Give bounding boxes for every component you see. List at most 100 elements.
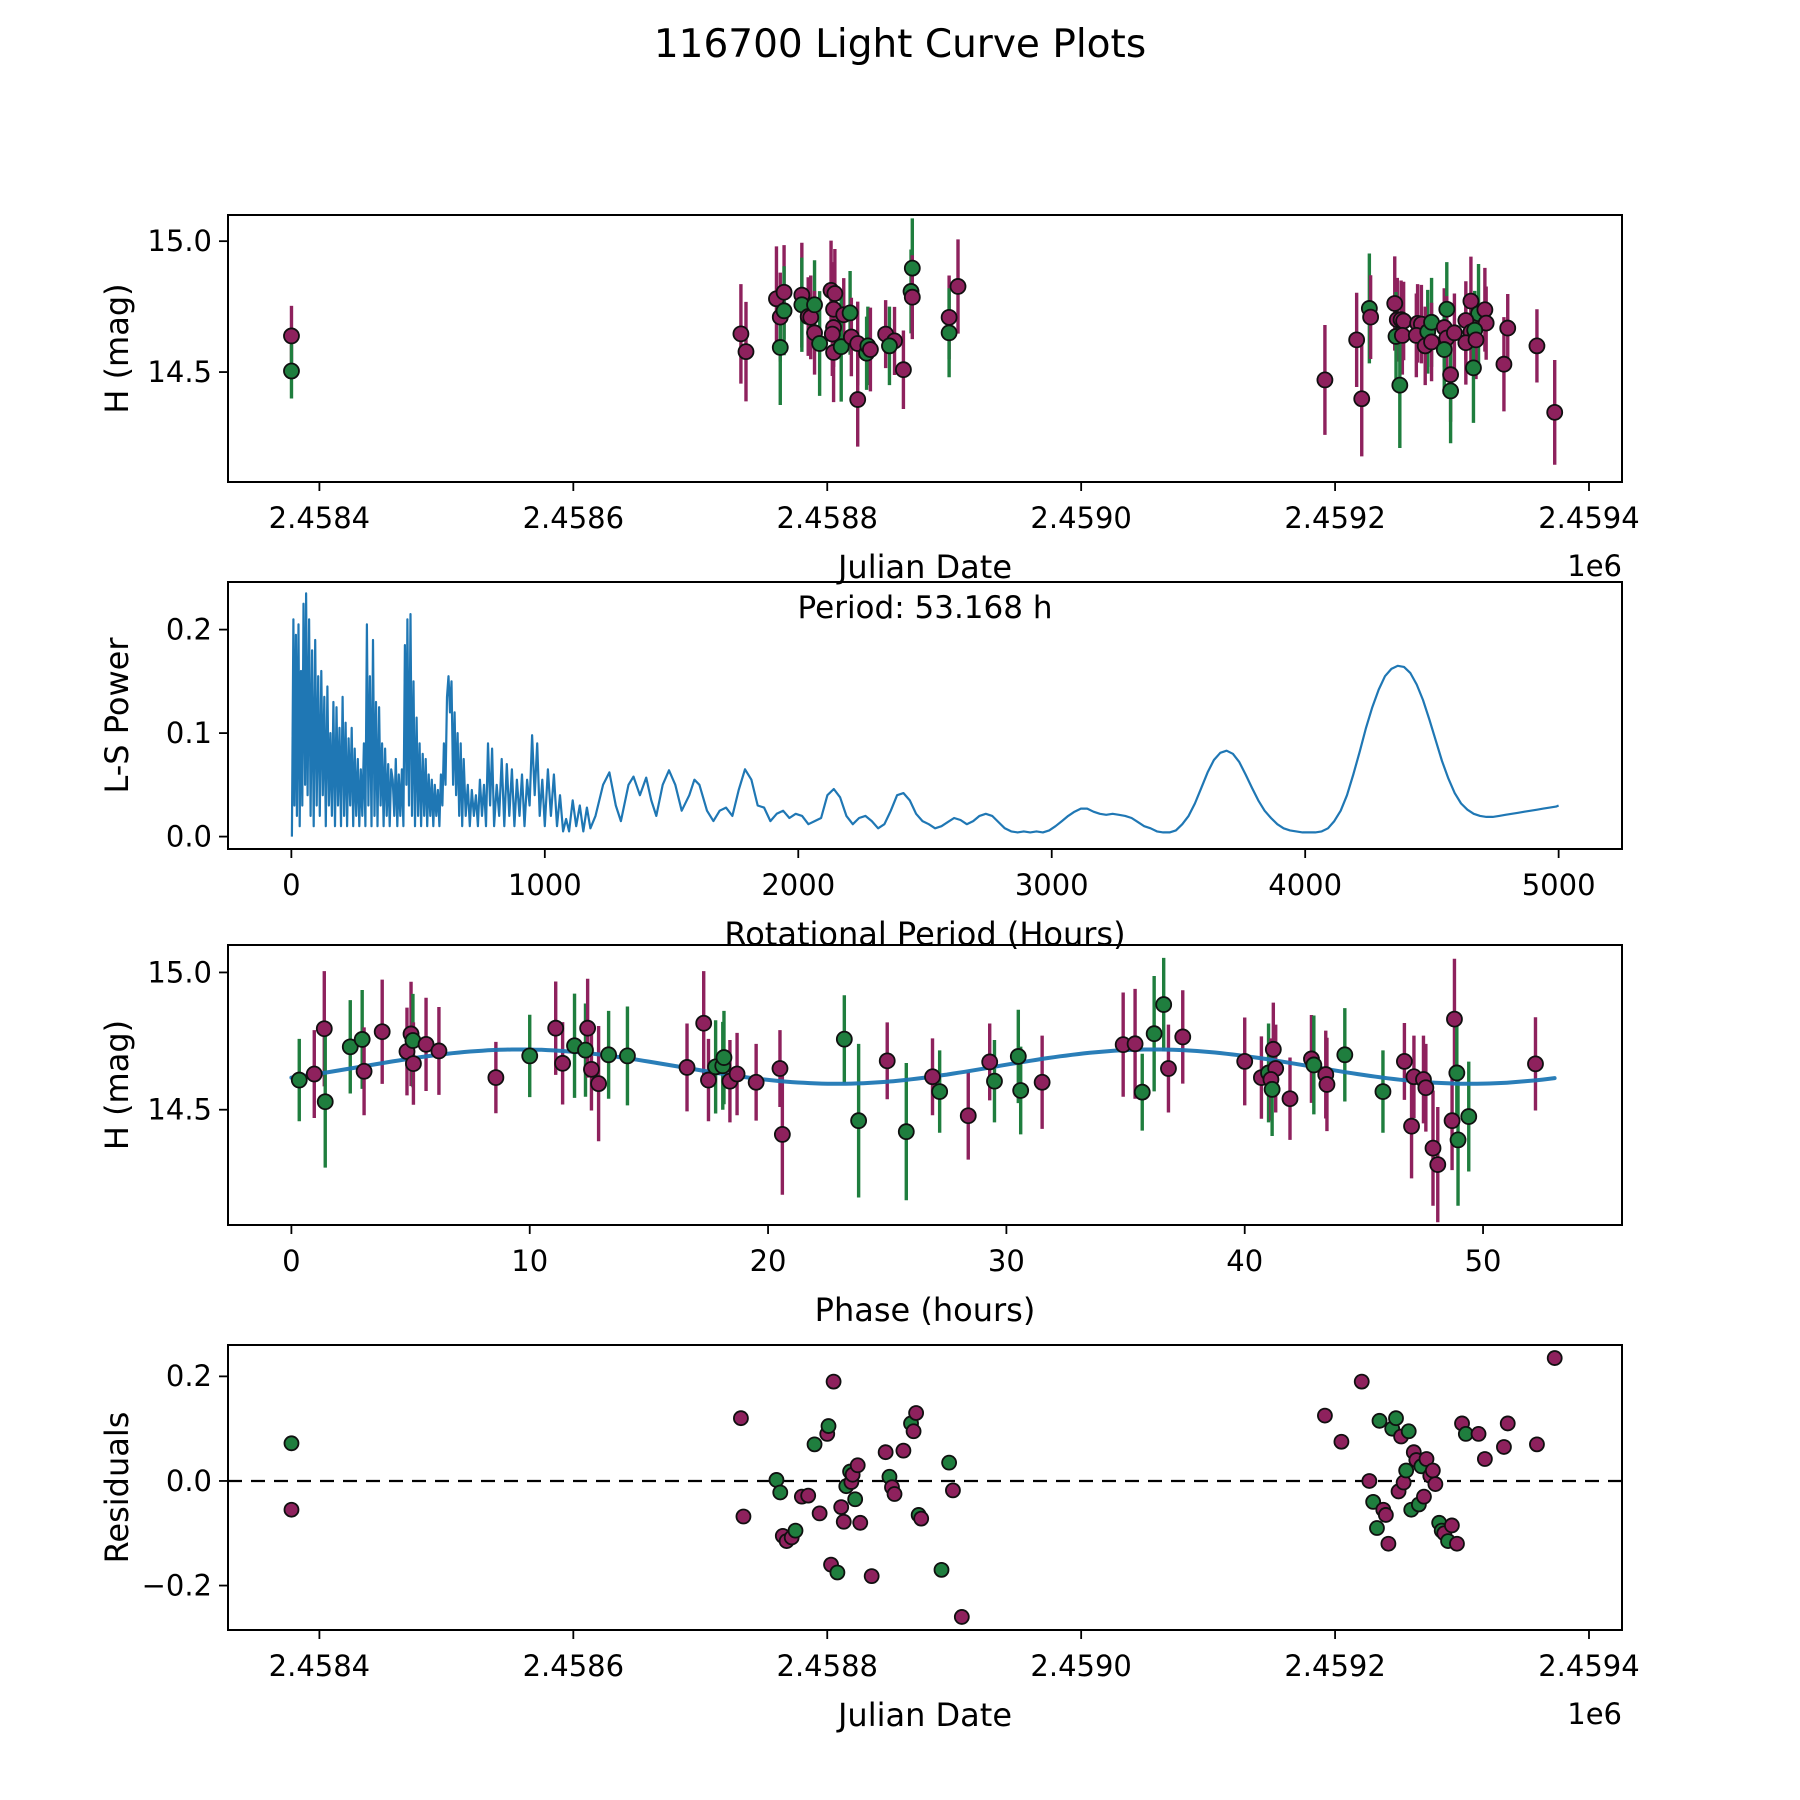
data-point [1546,1350,1563,1366]
data-point [1449,1535,1465,1552]
data-point [1403,1117,1420,1135]
data-point [877,1444,894,1461]
data-point [903,259,921,277]
data-point [878,1052,896,1070]
axes-frame [227,1344,1623,1631]
data-point [986,1072,1003,1090]
x-tick-label: 50 [1465,1244,1502,1278]
data-point [820,1418,837,1434]
x-tick-label: 4000 [1268,868,1342,902]
data-point [678,1059,696,1076]
data-point [1398,1462,1415,1479]
data-point [850,1112,868,1130]
data-point [315,1020,333,1038]
data-point [835,1030,853,1048]
x-tick-label: 2.4588 [777,501,878,535]
data-point [1417,1079,1435,1097]
data-point [1435,341,1453,358]
data-point [897,1123,915,1141]
y-tick-label: 14.5 [147,1093,212,1127]
data-point [732,325,750,343]
data-point [715,1049,733,1066]
data-point [1429,1156,1447,1174]
data-point [862,341,879,358]
data-point [1316,371,1334,389]
data-point [1467,331,1485,349]
data-point [908,1405,925,1421]
data-point [787,1522,804,1539]
data-point [1496,1439,1512,1455]
data-point [1423,333,1440,351]
x-tick-label: 2.4584 [269,501,370,535]
y-tick-label: 0.0 [166,1464,212,1498]
data-point [1546,403,1564,421]
data-point [353,1031,371,1048]
data-point [841,304,859,322]
data-point [283,327,300,345]
data-point [1365,1493,1382,1510]
fit-line [289,1047,1557,1086]
data-point [806,296,823,314]
data-point [852,1514,869,1531]
data-point [775,283,793,301]
x-tick-label: 2000 [761,868,835,902]
data-point [832,338,850,356]
y-tick-label: −0.2 [142,1568,212,1602]
data-point [283,1435,300,1452]
data-point [1462,292,1480,310]
data-point [895,1442,912,1459]
data-point [953,1609,970,1625]
data-point [619,1047,636,1065]
data-point [1361,1473,1378,1489]
data-point [1174,1028,1192,1046]
periodogram-line [290,592,1560,837]
data-point [895,361,912,379]
data-point [886,1486,903,1502]
data-point [579,1019,597,1037]
x-axis-label: Rotational Period (Hours) [724,915,1125,953]
data-point [1527,1055,1544,1073]
data-point [728,1065,746,1083]
x-tick-label: 2.4590 [1030,1649,1131,1683]
y-axis-label: H (mag) [98,283,136,413]
data-point [583,1060,600,1078]
x-tick-label: 2.4592 [1284,1649,1385,1683]
data-point [931,1083,949,1100]
data-point [913,1510,930,1527]
x-tick-label: 2.4586 [523,1649,624,1683]
x-tick-label: 0 [282,1244,300,1278]
y-tick-label: 0.2 [166,1359,212,1393]
data-point [355,1062,373,1080]
data-point [487,1069,505,1086]
data-point [959,1107,977,1125]
data-point [811,335,829,352]
data-point [373,1023,391,1041]
x-tick-label: 2.4594 [1538,501,1639,535]
data-point [521,1047,539,1065]
data-point [1371,1412,1388,1429]
axes-frame [227,214,1623,483]
data-point [1353,1373,1370,1390]
data-point [747,1073,765,1091]
x-tick-label: 2.4594 [1538,1649,1639,1683]
data-point [1369,1520,1385,1536]
y-tick-label: 15.0 [147,224,212,258]
data-point [430,1042,448,1060]
y-axis-label: L-S Power [98,637,136,794]
data-point [1263,1080,1281,1098]
data-point [940,324,958,342]
data-point [1126,1035,1144,1053]
x-tick-label: 40 [1226,1244,1263,1278]
data-point [1318,1076,1336,1093]
data-point [1264,1040,1282,1058]
x-offset-text: 1e6 [1567,549,1622,583]
data-point [933,1561,950,1578]
x-offset-text: 1e6 [1567,1697,1622,1731]
x-tick-label: 2.4592 [1284,501,1385,535]
data-point [1012,1082,1030,1099]
data-point [1386,295,1404,312]
data-point [806,1436,823,1453]
